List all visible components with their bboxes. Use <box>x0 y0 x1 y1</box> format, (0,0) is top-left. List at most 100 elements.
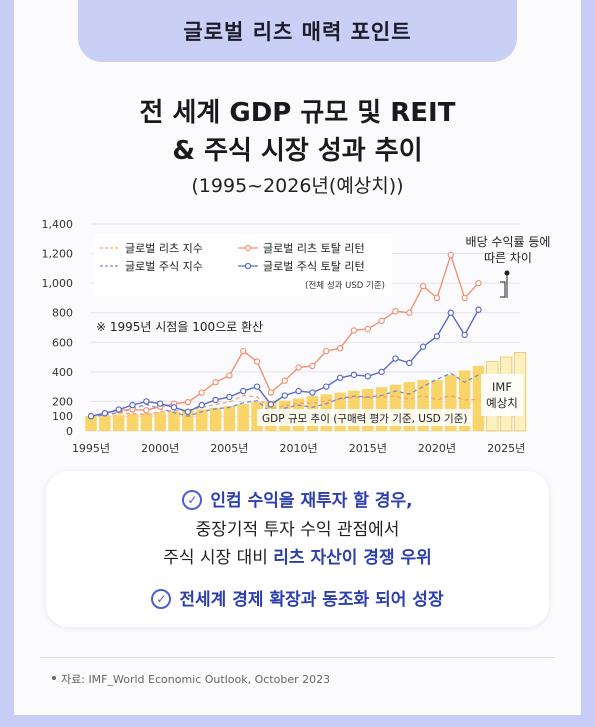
legend-label: 글로벌 주식 지수 <box>125 260 203 273</box>
gdp-bar <box>140 413 153 431</box>
point-line3-highlight: 리츠 자산이 경쟁 우위 <box>273 548 432 568</box>
point-growth: ✓ 전세계 경제 확장과 동조화 되어 성장 <box>46 585 549 610</box>
data-point <box>184 398 192 406</box>
data-point <box>309 389 316 396</box>
point-line2: 중장기적 투자 수익 관점에서 <box>195 520 400 540</box>
forecast-label-bg <box>481 374 523 416</box>
gdp-bar <box>154 412 166 431</box>
legend-note: (전체 성과 USD 기준) <box>305 280 385 291</box>
gdp-bar <box>112 414 125 431</box>
check-icon: ✓ <box>182 490 203 510</box>
y-tick-label: 800 <box>52 307 73 320</box>
legend-label: 글로벌 리츠 토탈 리턴 <box>263 242 365 255</box>
y-tick-label: 1,400 <box>42 218 74 231</box>
gdp-bar <box>223 406 236 431</box>
legend-label: 글로벌 리츠 지수 <box>125 242 203 255</box>
data-point <box>143 398 150 405</box>
data-point <box>240 347 247 355</box>
gdp-bar <box>445 375 457 431</box>
gdp-bar <box>126 414 139 431</box>
data-point <box>406 309 413 316</box>
x-tick-label: 2020년 <box>418 442 456 455</box>
y-tick-label: 600 <box>52 336 73 349</box>
data-point <box>406 359 413 367</box>
y-tick-label: 100 <box>52 410 73 423</box>
data-point <box>115 406 122 413</box>
x-tick-label: 1995년 <box>72 442 110 455</box>
data-point <box>392 308 399 315</box>
data-point <box>350 371 358 379</box>
data-point <box>281 377 288 384</box>
data-point <box>170 404 178 411</box>
dividend-note-line: 따른 차이 <box>484 251 532 265</box>
forecast-label-line: 예상치 <box>486 396 518 410</box>
data-point <box>461 331 468 339</box>
gdp-bar <box>472 365 485 431</box>
gdp-bar <box>209 407 222 431</box>
y-tick-label: 1,200 <box>42 248 74 261</box>
data-point <box>156 400 164 407</box>
key-points-callout: ✓ 인컴 수익을 재투자 할 경우, 중장기적 투자 수익 관점에서 주식 시장 … <box>46 471 549 627</box>
gdp-bar <box>458 370 471 431</box>
data-point <box>267 401 275 408</box>
gdp-bar <box>195 409 208 431</box>
data-point <box>226 393 233 401</box>
data-point <box>419 343 427 350</box>
gdp-bar <box>182 410 194 431</box>
series-line <box>90 394 479 417</box>
chart-subtitle: (1995~2026년(예상치)) <box>191 175 404 197</box>
dividend-note-line: 배당 수익률 등에 <box>466 235 551 249</box>
dividend-pointer-dot <box>504 270 510 276</box>
x-tick-label: 2015년 <box>349 442 387 455</box>
data-point <box>392 355 399 362</box>
data-point <box>198 401 205 409</box>
source-note: 자료: IMF_World Economic Outlook, October … <box>52 671 330 687</box>
data-point <box>419 282 427 290</box>
data-point <box>143 407 150 414</box>
gdp-label: GDP 규모 추이 (구매력 평가 기준, USD 기준) <box>257 409 472 426</box>
data-point <box>295 387 302 395</box>
data-point <box>295 364 302 371</box>
x-tick-label: 2000년 <box>141 442 179 455</box>
legend-box <box>94 234 392 296</box>
data-point <box>198 389 205 396</box>
gdp-bar <box>417 379 429 431</box>
data-point <box>364 325 371 333</box>
data-point <box>336 344 344 352</box>
y-tick-label: 0 <box>66 425 73 438</box>
dividend-bracket <box>500 281 506 298</box>
gdp-label-text: GDP 규모 추이 (구매력 평가 기준, USD 기준) <box>262 413 467 425</box>
data-point <box>461 294 468 302</box>
data-point <box>475 306 482 313</box>
check-icon: ✓ <box>151 589 172 609</box>
data-point <box>350 327 358 334</box>
data-point <box>447 309 455 316</box>
gdp-bar <box>85 416 97 431</box>
gdp-bar <box>237 404 249 431</box>
forecast-label-line: IMF <box>492 380 512 394</box>
bullet-icon <box>52 676 56 680</box>
data-point <box>87 413 95 420</box>
data-point <box>184 408 192 415</box>
data-point <box>378 317 385 325</box>
point-line3-pre: 주식 시장 대비 <box>163 548 274 568</box>
data-point <box>212 396 219 404</box>
data-point <box>323 383 330 390</box>
gdp-bar <box>431 380 443 431</box>
legend-marker <box>244 244 252 252</box>
gdp-label-bg <box>257 409 472 426</box>
point-growth-text: 전세계 경제 확장과 동조화 되어 성장 <box>179 590 444 610</box>
data-point <box>281 392 288 399</box>
data-point <box>364 373 371 380</box>
data-point <box>378 368 385 376</box>
data-point <box>433 294 441 302</box>
legend-marker <box>244 262 252 270</box>
header-title: 글로벌 리츠 매력 포인트 <box>183 20 412 44</box>
forecast-label: IMF 예상치 <box>481 374 523 416</box>
data-point <box>447 251 455 259</box>
y-tick-label: 400 <box>52 366 73 379</box>
data-point <box>253 383 261 390</box>
x-tick-label: 2025년 <box>487 442 525 455</box>
gdp-bar <box>168 411 180 431</box>
